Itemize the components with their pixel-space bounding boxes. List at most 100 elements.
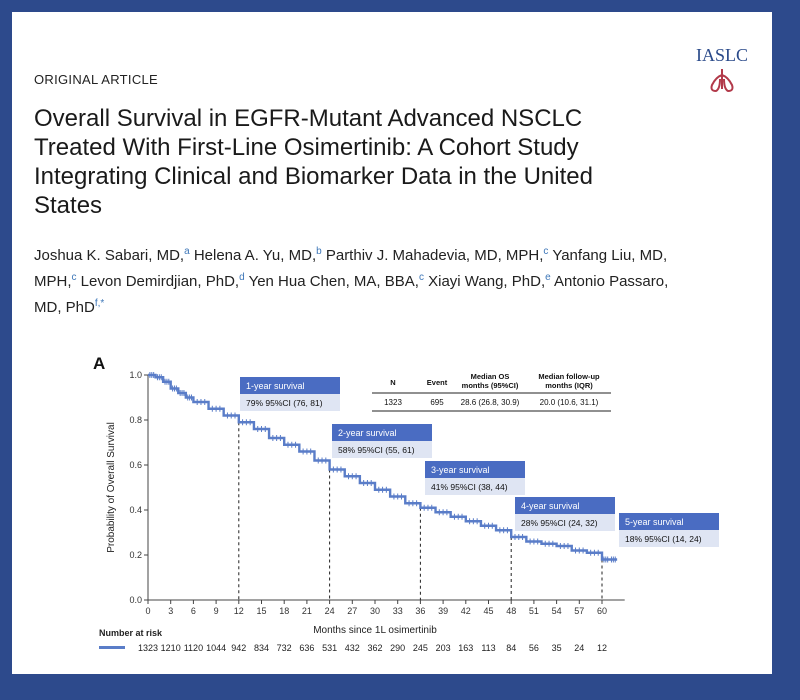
- number-at-risk-value: 56: [529, 643, 539, 653]
- survival-box-header: [332, 424, 432, 441]
- survival-box-header: [619, 513, 719, 530]
- article-type-label: ORIGINAL ARTICLE: [34, 72, 159, 87]
- number-at-risk-value: 290: [390, 643, 405, 653]
- x-tick-label: 21: [302, 606, 312, 616]
- x-tick-label: 12: [234, 606, 244, 616]
- risk-legend-line: [99, 646, 125, 649]
- x-tick-label: 33: [393, 606, 403, 616]
- number-at-risk-value: 113: [481, 643, 495, 653]
- number-at-risk-value: 531: [322, 643, 337, 653]
- table-header: Median OS months (95%CI): [462, 372, 519, 390]
- author-affiliation: b: [316, 246, 322, 257]
- article-page: [12, 12, 772, 674]
- x-tick-label: 42: [461, 606, 471, 616]
- author-name: Antonio Passaro, MD, PhD: [34, 273, 669, 316]
- number-at-risk-value: 12: [597, 643, 607, 653]
- survival-box-title: 4-year survival: [521, 501, 580, 511]
- x-axis-label: Months since 1L osimertinib: [313, 625, 437, 636]
- author-affiliation: c: [543, 246, 549, 257]
- table-header: Event: [427, 378, 448, 387]
- number-at-risk-value: 1210: [161, 643, 181, 653]
- survival-box-header: [240, 377, 340, 394]
- y-tick-label: 0.6: [129, 460, 142, 470]
- number-at-risk-value: 362: [367, 643, 382, 653]
- number-at-risk-value: 1120: [184, 643, 203, 653]
- survival-box-body: [515, 514, 615, 531]
- number-at-risk-value: 636: [299, 643, 314, 653]
- survival-box-body: [240, 394, 340, 411]
- table-value: 1323: [384, 398, 402, 407]
- survival-box-title: 2-year survival: [338, 428, 397, 438]
- number-at-risk-value: 1044: [206, 643, 226, 653]
- author-affiliation: f,*: [94, 298, 105, 309]
- x-tick-label: 30: [370, 606, 380, 616]
- number-at-risk-value: 1323: [138, 643, 158, 653]
- number-at-risk-title: Number at risk: [99, 628, 163, 638]
- x-tick-label: 18: [279, 606, 289, 616]
- author-name: Parthiv J. Mahadevia, MD, MPH,: [325, 247, 544, 264]
- x-tick-label: 6: [191, 606, 196, 616]
- survival-box-value: 18% 95%CI (14, 24): [625, 534, 702, 544]
- survival-box-header: [425, 461, 525, 478]
- x-tick-label: 24: [325, 606, 335, 616]
- x-tick-label: 54: [552, 606, 562, 616]
- x-tick-label: 0: [145, 606, 150, 616]
- number-at-risk-value: 942: [231, 643, 246, 653]
- table-header: Median follow-up months (IQR): [538, 372, 600, 390]
- x-tick-label: 51: [529, 606, 539, 616]
- author-affiliation: d: [239, 272, 245, 283]
- x-tick-label: 45: [483, 606, 493, 616]
- number-at-risk-value: 84: [506, 643, 516, 653]
- survival-box-title: 5-year survival: [625, 517, 684, 527]
- iaslc-logo: IASLC: [690, 45, 754, 95]
- author-list: Joshua K. Sabari, MD,a Helena A. Yu, MD,…: [34, 241, 674, 319]
- number-at-risk-value: 24: [574, 643, 584, 653]
- x-tick-label: 15: [256, 606, 266, 616]
- author-name: Helena A. Yu, MD,: [193, 247, 317, 264]
- author-name: Xiayi Wang, PhD,: [428, 273, 546, 290]
- survival-box-body: [332, 441, 432, 458]
- article-title: Overall Survival in EGFR-Mutant Advanced…: [34, 105, 593, 219]
- x-tick-label: 60: [597, 606, 607, 616]
- author-name: Joshua K. Sabari, MD,: [34, 247, 185, 264]
- survival-box-header: [515, 497, 615, 514]
- table-value: 28.6 (26.8, 30.9): [461, 398, 520, 407]
- x-tick-label: 3: [168, 606, 173, 616]
- author-affiliation: c: [71, 272, 77, 283]
- table-header: N: [390, 378, 395, 387]
- number-at-risk-value: 432: [345, 643, 360, 653]
- number-at-risk-value: 35: [552, 643, 562, 653]
- panel-label: A: [93, 354, 106, 373]
- author-affiliation: c: [418, 272, 424, 283]
- survival-box-title: 1-year survival: [246, 381, 305, 391]
- survival-box-value: 41% 95%CI (38, 44): [431, 482, 508, 492]
- table-value: 695: [430, 398, 444, 407]
- y-axis-label: Probability of Overall Survival: [106, 422, 117, 553]
- author-affiliation: a: [184, 246, 190, 257]
- survival-box-body: [619, 530, 719, 547]
- table-value: 20.0 (10.6, 31.1): [540, 398, 599, 407]
- x-tick-label: 27: [347, 606, 357, 616]
- survival-box-value: 28% 95%CI (24, 32): [521, 518, 598, 528]
- x-tick-label: 9: [214, 606, 219, 616]
- y-tick-label: 0.0: [129, 595, 142, 605]
- survival-box-value: 79% 95%CI (76, 81): [246, 398, 323, 408]
- y-tick-label: 0.4: [129, 505, 142, 515]
- x-tick-label: 36: [415, 606, 425, 616]
- x-tick-label: 48: [506, 606, 516, 616]
- survival-box-title: 3-year survival: [431, 465, 490, 475]
- x-tick-label: 57: [574, 606, 584, 616]
- lungs-icon: [710, 69, 734, 93]
- author-affiliation: e: [545, 272, 551, 283]
- author-name: Levon Demirdjian, PhD,: [80, 273, 240, 290]
- survival-curve: [148, 373, 618, 561]
- number-at-risk-value: 163: [458, 643, 473, 653]
- y-tick-label: 0.2: [129, 550, 142, 560]
- author-name: Yen Hua Chen, MA, BBA,: [248, 273, 419, 290]
- y-tick-label: 1.0: [129, 370, 142, 380]
- number-at-risk-value: 732: [277, 643, 292, 653]
- survival-box-value: 58% 95%CI (55, 61): [338, 445, 415, 455]
- number-at-risk-value: 203: [436, 643, 451, 653]
- censor-marks: [149, 372, 616, 563]
